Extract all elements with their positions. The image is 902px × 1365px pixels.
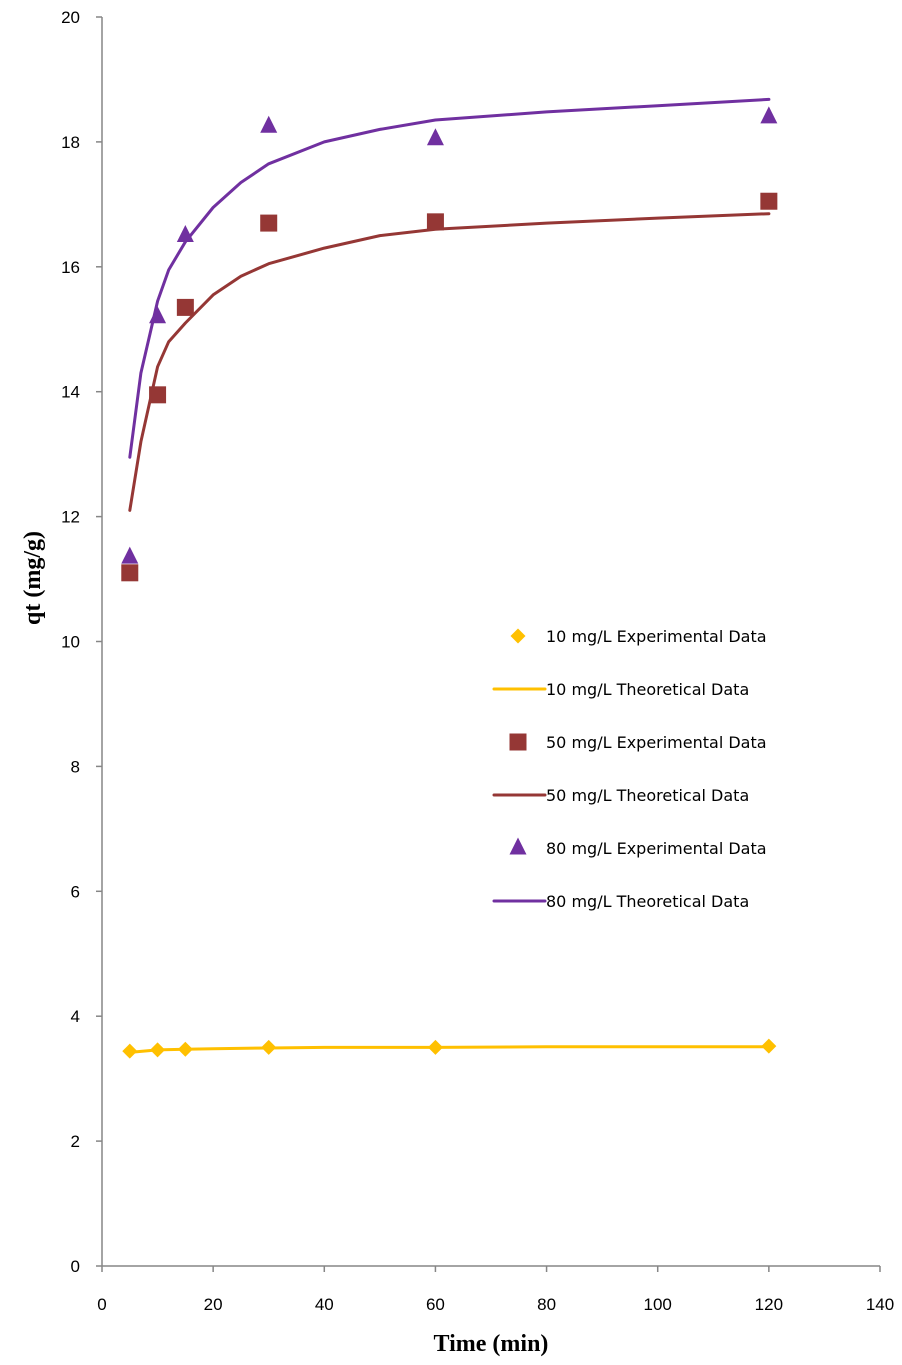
legend-label: 50 mg/L Theoretical Data	[546, 786, 749, 805]
y-tick-label: 8	[71, 757, 80, 776]
legend-entry: 10 mg/L Experimental Data	[510, 627, 767, 646]
y-tick-label: 20	[61, 8, 80, 27]
legend-entry: 50 mg/L Theoretical Data	[492, 786, 749, 805]
legend-label: 80 mg/L Experimental Data	[546, 839, 767, 858]
data-point	[150, 1042, 166, 1058]
data-point	[261, 1039, 277, 1055]
legend-label: 80 mg/L Theoretical Data	[546, 892, 749, 911]
legend-symbol	[509, 733, 527, 751]
data-point	[176, 225, 194, 243]
y-tick-label: 14	[61, 383, 80, 402]
data-point	[122, 1043, 138, 1059]
plot-area	[121, 97, 778, 1059]
x-tick-label: 20	[204, 1295, 223, 1314]
legend-label: 50 mg/L Experimental Data	[546, 733, 767, 752]
data-point	[121, 564, 139, 582]
x-tick-label: 60	[426, 1295, 445, 1314]
series-markers	[122, 1038, 777, 1059]
legend-entry: 80 mg/L Experimental Data	[509, 837, 767, 858]
x-tick-label: 100	[644, 1295, 672, 1314]
data-point	[426, 213, 444, 231]
y-tick-label: 10	[61, 633, 80, 652]
data-point	[760, 106, 778, 124]
data-point	[760, 192, 778, 210]
series-line	[128, 97, 771, 459]
data-point	[177, 1041, 193, 1057]
data-point	[149, 306, 167, 324]
y-tick-label: 12	[61, 508, 80, 527]
data-point	[149, 386, 167, 404]
legend-entry: 10 mg/L Theoretical Data	[492, 680, 749, 699]
y-tick-label: 16	[61, 258, 80, 277]
y-tick-label: 0	[71, 1257, 80, 1276]
y-tick-label: 18	[61, 133, 80, 152]
y-tick-label: 2	[71, 1132, 80, 1151]
data-point	[176, 298, 194, 316]
data-point	[426, 128, 444, 146]
x-tick-label: 140	[866, 1295, 894, 1314]
legend-label: 10 mg/L Experimental Data	[546, 627, 767, 646]
data-point	[260, 214, 278, 232]
y-axis-title: qt (mg/g)	[20, 531, 46, 625]
x-tick-label: 40	[315, 1295, 334, 1314]
series-line	[128, 212, 771, 512]
legend-label: 10 mg/L Theoretical Data	[546, 680, 749, 699]
x-axis-title: Time (min)	[434, 1331, 549, 1357]
series-markers	[121, 192, 778, 582]
axes: 0 2 4 6 8 10 12 14 16 18 20 0 20 40 60 80 100 120 140	[61, 8, 894, 1314]
y-tick-label: 6	[71, 882, 80, 901]
legend-symbol	[509, 837, 527, 855]
y-tick-label: 4	[71, 1007, 80, 1026]
series-line	[128, 1045, 771, 1054]
legend-entry: 80 mg/L Theoretical Data	[492, 892, 749, 911]
data-point	[121, 546, 139, 564]
data-point	[427, 1039, 443, 1055]
data-point	[260, 115, 278, 133]
legend: 10 mg/L Experimental Data 10 mg/L Theoret…	[492, 627, 767, 911]
series-markers	[121, 106, 778, 564]
legend-symbol	[510, 628, 526, 644]
data-point	[761, 1038, 777, 1054]
x-tick-label: 80	[537, 1295, 556, 1314]
legend-entry: 50 mg/L Experimental Data	[509, 733, 767, 752]
x-tick-label: 0	[97, 1295, 106, 1314]
x-tick-label: 120	[755, 1295, 783, 1314]
